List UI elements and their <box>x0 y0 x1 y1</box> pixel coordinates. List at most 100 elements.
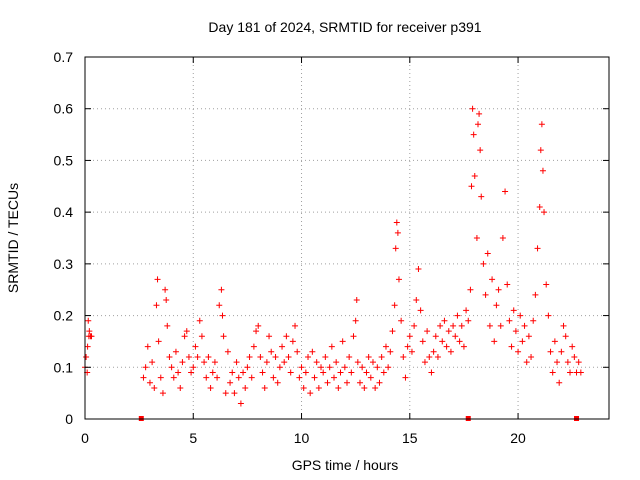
y-tick-label: 0.1 <box>54 359 74 375</box>
data-point <box>525 333 532 340</box>
data-point <box>367 374 374 381</box>
data-point <box>421 359 428 366</box>
data-point <box>298 364 305 371</box>
data-point <box>477 147 484 154</box>
data-point <box>506 317 513 324</box>
data-point <box>146 379 153 386</box>
data-point <box>465 317 472 324</box>
data-point <box>428 369 435 376</box>
data-point <box>413 297 420 304</box>
data-point <box>166 353 173 360</box>
data-point <box>551 338 558 345</box>
data-point <box>515 348 522 355</box>
data-point <box>510 307 517 314</box>
data-point <box>255 322 262 329</box>
y-tick-label: 0.4 <box>54 204 74 220</box>
data-point <box>190 364 197 371</box>
data-point <box>484 250 491 257</box>
data-point <box>181 333 188 340</box>
data-point <box>313 359 320 366</box>
data-point <box>294 348 301 355</box>
data-point <box>454 312 461 319</box>
data-point <box>456 338 463 345</box>
data-point <box>458 322 465 329</box>
data-point <box>257 353 264 360</box>
data-point <box>359 364 366 371</box>
data-point <box>259 369 266 376</box>
data-point <box>172 348 179 355</box>
data-point <box>538 121 545 128</box>
data-point <box>231 390 238 397</box>
data-point <box>194 353 201 360</box>
data-point <box>476 110 483 117</box>
data-point <box>430 348 437 355</box>
data-point <box>437 322 444 329</box>
data-point <box>326 364 333 371</box>
data-point <box>339 338 346 345</box>
data-point <box>478 193 485 200</box>
data-point <box>331 374 338 381</box>
data-point <box>289 338 296 345</box>
data-point <box>491 338 498 345</box>
x-tick-label: 20 <box>510 430 526 446</box>
data-point <box>523 359 530 366</box>
data-point <box>547 348 554 355</box>
x-tick-label: 5 <box>189 430 197 446</box>
x-axis-label: GPS time / hours <box>292 457 399 473</box>
data-point <box>380 369 387 376</box>
data-point <box>183 328 190 335</box>
data-point <box>324 379 331 386</box>
data-point <box>365 353 372 360</box>
data-point <box>402 374 409 381</box>
data-point <box>499 235 506 241</box>
data-point <box>404 343 411 350</box>
data-point <box>168 364 175 371</box>
data-point <box>84 343 91 350</box>
data-point <box>346 353 353 360</box>
data-point <box>536 203 543 210</box>
data-point <box>378 353 385 360</box>
data-point <box>486 322 493 329</box>
data-point <box>244 364 251 371</box>
data-point <box>285 353 292 360</box>
data-point <box>318 364 325 371</box>
data-point <box>577 369 584 376</box>
data-point <box>287 369 294 376</box>
data-point <box>305 353 312 360</box>
data-point <box>562 333 569 340</box>
data-point <box>415 266 422 273</box>
data-point <box>198 333 205 340</box>
data-point <box>201 359 208 366</box>
data-point <box>353 297 360 304</box>
data-point <box>408 348 415 355</box>
data-point <box>502 188 509 195</box>
data-point <box>242 384 249 391</box>
data-point <box>85 317 92 324</box>
data-point <box>387 348 394 355</box>
data-point <box>372 384 379 391</box>
data-point <box>149 359 156 366</box>
data-point <box>175 369 182 376</box>
data-point <box>539 167 546 174</box>
data-point <box>521 322 528 329</box>
data-point <box>443 343 450 350</box>
data-point <box>179 359 186 366</box>
data-point <box>450 322 457 329</box>
data-point <box>356 379 363 386</box>
x-tick-label: 10 <box>294 430 310 446</box>
data-point <box>508 343 515 350</box>
grid <box>85 57 609 419</box>
data-point <box>344 379 350 386</box>
data-point <box>246 353 253 360</box>
data-point <box>315 384 322 391</box>
data-point <box>445 328 452 335</box>
data-point <box>270 374 277 381</box>
data-point <box>389 328 396 335</box>
y-tick-label: 0.3 <box>54 256 74 272</box>
plot-frame <box>84 56 610 420</box>
data-point <box>266 333 273 340</box>
data-point <box>279 343 286 350</box>
data-point <box>504 281 511 288</box>
data-point <box>489 276 496 283</box>
